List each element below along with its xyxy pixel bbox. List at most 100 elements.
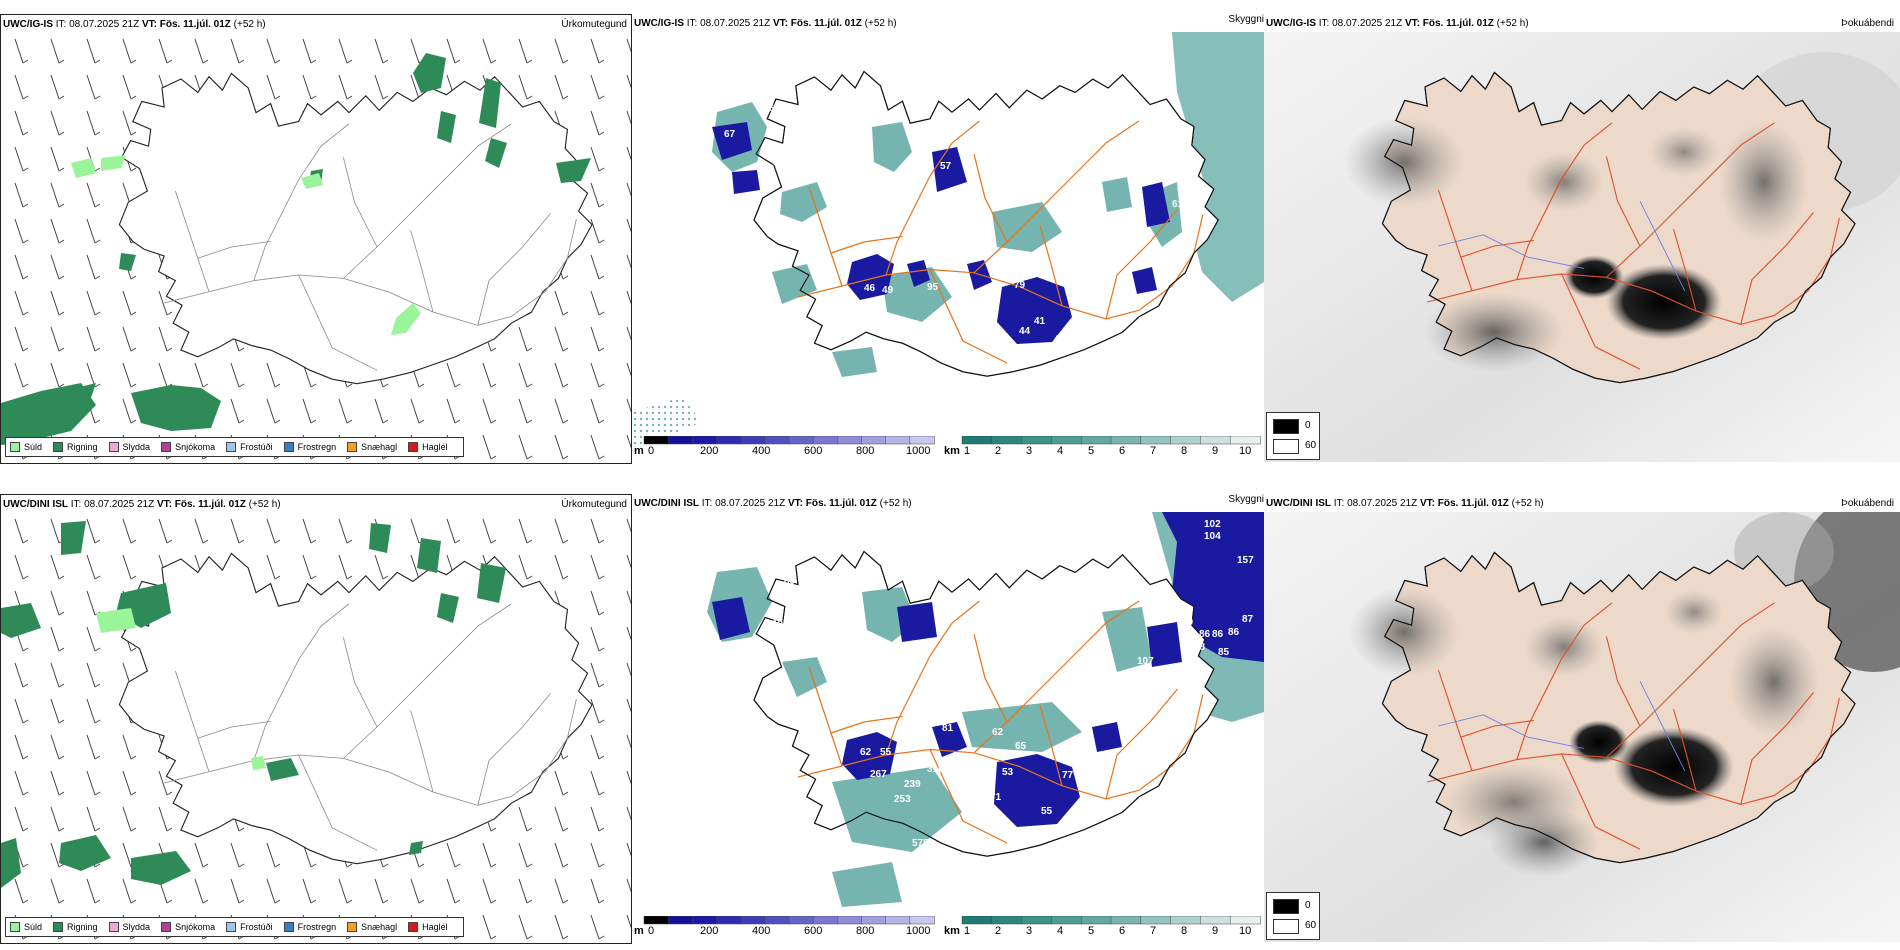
legend-swatch-sleet bbox=[108, 922, 119, 932]
legend-item: Frostúði bbox=[226, 922, 273, 932]
ceiling-label: 53 bbox=[995, 267, 1007, 278]
colorbar-segment bbox=[1021, 436, 1053, 445]
ceiling-label: 62 bbox=[992, 727, 1004, 738]
colorbar-segment bbox=[1051, 436, 1082, 445]
panel-header: UWC/DINI ISL IT: 08.07.2025 21Z VT: Fös.… bbox=[3, 499, 281, 510]
fog-legend-black bbox=[1273, 899, 1299, 914]
ceiling-label: 87 bbox=[1242, 614, 1254, 625]
colorbar-tick: 200 bbox=[700, 445, 719, 457]
panel-title: Úrkomutegund bbox=[561, 499, 627, 510]
colorbar-tick: 1 bbox=[964, 445, 971, 457]
colorbar-segment bbox=[692, 436, 718, 445]
colorbar-tick: 0 bbox=[648, 445, 655, 457]
ceiling-label: 95 bbox=[927, 282, 939, 293]
legend-item: Frostregn bbox=[283, 442, 336, 452]
ceiling-label: 102 bbox=[1204, 519, 1221, 530]
ceiling-label: 282 bbox=[977, 299, 994, 310]
ceiling-colorbar: m 0 200 400 600 800 1000 bbox=[634, 436, 936, 458]
ceiling-label: 253 bbox=[894, 794, 911, 805]
colorbar-segment bbox=[667, 436, 694, 445]
colorbar-segment bbox=[909, 916, 935, 925]
ceiling-label: 41 bbox=[1034, 316, 1046, 327]
colorbar-segment bbox=[788, 916, 814, 925]
colorbar-tick: 9 bbox=[1212, 925, 1219, 937]
colorbar-segment bbox=[692, 916, 718, 925]
colorbar-tick: 800 bbox=[856, 445, 875, 457]
colorbar-tick: 0 bbox=[648, 925, 655, 937]
legend-swatch-freezing-rain bbox=[283, 442, 294, 452]
colorbar-segment bbox=[1229, 916, 1261, 925]
ceiling-label: 71 bbox=[990, 792, 1002, 803]
ceiling-label: 66 bbox=[781, 103, 793, 114]
legend-item: Frostregn bbox=[283, 922, 336, 932]
fog-legend-label: 60 bbox=[1305, 920, 1317, 931]
ceiling-label: 376 bbox=[902, 319, 919, 330]
ceiling-label: 62 bbox=[860, 747, 872, 758]
colorbar-tick: 3 bbox=[1026, 925, 1033, 937]
legend-swatch-drizzle bbox=[10, 442, 20, 452]
colorbar-segment bbox=[716, 436, 742, 445]
ceiling-label: 57 bbox=[940, 161, 952, 172]
colorbar-tick: 1000 bbox=[906, 925, 931, 937]
fog-legend: 0 60 bbox=[1266, 412, 1320, 460]
colorbar-tick: 10 bbox=[1239, 925, 1252, 937]
panel-title: Skyggni bbox=[1228, 14, 1264, 25]
ceiling-label: 66 bbox=[763, 103, 775, 114]
precip-map-top bbox=[1, 33, 631, 463]
ceiling-label: 86 bbox=[1212, 629, 1224, 640]
ceiling-label: 157 bbox=[1237, 555, 1254, 566]
ceiling-label: 86 bbox=[1228, 627, 1240, 638]
colorbar-segment bbox=[885, 436, 911, 445]
colorbar-segment bbox=[740, 916, 766, 925]
ceiling-map-bottom: 102 104 157 87 79 86 86 86 78 85 107 60 … bbox=[707, 512, 1264, 907]
colorbar-unit: km bbox=[944, 925, 960, 937]
colorbar-tick: 10 bbox=[1239, 445, 1252, 457]
ceiling-colorbar: m 0 200 400 600 800 1000 bbox=[634, 916, 936, 938]
colorbar-segment bbox=[909, 436, 935, 445]
colorbar-segment bbox=[1051, 916, 1082, 925]
fog-map-top bbox=[1264, 32, 1900, 462]
ceiling-label: 65 bbox=[1015, 741, 1027, 752]
legend-item: Slydda bbox=[108, 922, 150, 932]
ceiling-label: 105 bbox=[772, 619, 789, 630]
legend-swatch-freezing-drizzle bbox=[226, 442, 237, 452]
legend-item: Snæhagl bbox=[347, 442, 397, 452]
colorbar-tick: 8 bbox=[1181, 445, 1188, 457]
colorbar-unit: m bbox=[634, 925, 644, 937]
precip-legend: Súld Rigning Slydda Snjókoma Frostúði Fr… bbox=[5, 437, 464, 457]
precip-legend: Súld Rigning Slydda Snjókoma Frostúði Fr… bbox=[5, 917, 464, 937]
fog-indicator-panel-top: UWC/IG-IS IT: 08.07.2025 21Z VT: Fös. 11… bbox=[1264, 14, 1900, 464]
legend-swatch-snow bbox=[161, 922, 172, 932]
panel-title: Þokuábendi bbox=[1841, 498, 1894, 509]
colorbar-segment bbox=[1170, 916, 1202, 925]
legend-swatch-rain bbox=[53, 922, 64, 932]
colorbar-segment bbox=[1021, 916, 1053, 925]
panel-title: Úrkomutegund bbox=[561, 19, 627, 30]
colorbar-tick: 800 bbox=[856, 925, 875, 937]
colorbar-segment bbox=[643, 436, 669, 445]
ceiling-label: 67 bbox=[724, 129, 736, 140]
ceiling-label: 71 bbox=[947, 194, 959, 205]
colorbar-segment bbox=[1080, 916, 1112, 925]
colorbar-tick: 600 bbox=[804, 445, 823, 457]
ceiling-label: 48 bbox=[1054, 334, 1066, 345]
fog-legend-white bbox=[1273, 919, 1299, 934]
fog-legend-label: 60 bbox=[1305, 440, 1317, 451]
precip-map-bottom bbox=[1, 513, 631, 943]
panel-header: UWC/IG-IS IT: 08.07.2025 21Z VT: Fös. 11… bbox=[1266, 18, 1529, 29]
legend-item: Snjókoma bbox=[161, 442, 215, 452]
ceiling-label: 61 bbox=[1172, 199, 1184, 210]
colorbar-segment bbox=[1140, 916, 1172, 925]
ceiling-label: 59 bbox=[1137, 294, 1149, 305]
colorbar-segment bbox=[837, 436, 863, 445]
colorbar-segment bbox=[1080, 436, 1112, 445]
legend-swatch-drizzle bbox=[10, 922, 20, 932]
ceiling-label: 107 bbox=[1137, 656, 1154, 667]
legend-item: Haglél bbox=[408, 922, 448, 932]
legend-item: Haglél bbox=[408, 442, 448, 452]
colorbar-tick: 6 bbox=[1119, 925, 1126, 937]
colorbar-tick: 7 bbox=[1150, 925, 1157, 937]
colorbar-segment bbox=[861, 916, 887, 925]
legend-swatch-rain bbox=[53, 442, 64, 452]
panel-header: UWC/IG-IS IT: 08.07.2025 21Z VT: Fös. 11… bbox=[634, 18, 897, 29]
